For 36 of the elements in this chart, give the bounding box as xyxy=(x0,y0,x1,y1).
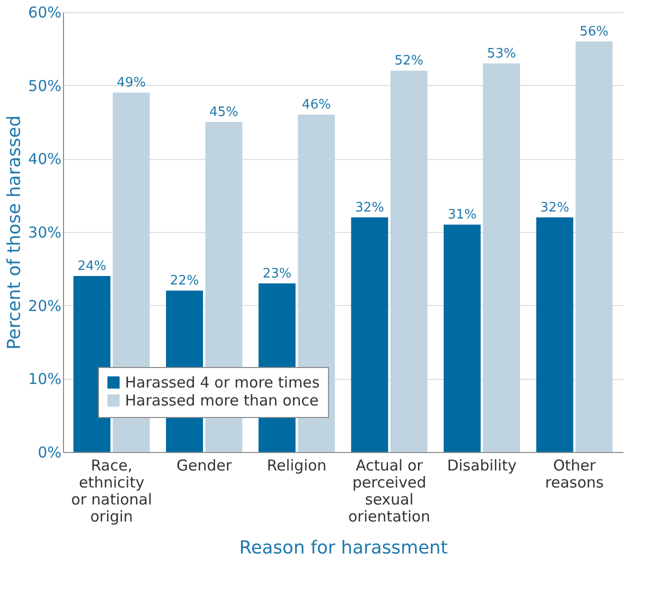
data-label: 45% xyxy=(209,105,238,120)
y-tick-label: 50% xyxy=(28,76,62,95)
y-tick-label: 0% xyxy=(38,444,62,462)
y-tick-label: 60% xyxy=(28,4,62,22)
bar xyxy=(536,217,574,452)
bar xyxy=(351,217,388,452)
y-tick-label: 20% xyxy=(28,296,62,315)
bar xyxy=(576,41,613,452)
x-axis-title: Reason for harassment xyxy=(239,538,448,558)
data-label: 46% xyxy=(302,98,331,113)
legend-label: Harassed 4 or more times xyxy=(125,374,320,392)
data-label: 32% xyxy=(355,200,384,216)
x-tick-label: Gender xyxy=(176,456,233,474)
data-label: 32% xyxy=(540,200,570,216)
bar xyxy=(483,63,520,452)
bar xyxy=(390,70,428,452)
x-tick-label: Other reasons xyxy=(545,456,604,492)
data-label: 22% xyxy=(170,274,199,289)
y-tick-label: 40% xyxy=(28,150,62,168)
data-label: 23% xyxy=(262,266,292,282)
x-tick-label: Actual or perceived sexual orientation xyxy=(348,456,430,526)
data-label: 52% xyxy=(394,54,424,69)
bar xyxy=(444,224,481,452)
x-tick-label: Disability xyxy=(447,456,517,474)
y-tick-label: 10% xyxy=(28,370,62,388)
y-axis-title: Percent of those harassed xyxy=(4,115,26,350)
y-tick-label: 30% xyxy=(28,224,62,242)
data-label: 56% xyxy=(580,24,609,40)
x-tick-label: Race, ethnicity or national origin xyxy=(71,456,152,526)
x-tick-label: Religion xyxy=(266,456,327,474)
data-label: 24% xyxy=(77,259,106,274)
bar xyxy=(73,276,110,452)
data-label: 49% xyxy=(116,76,146,91)
data-label: 53% xyxy=(487,46,516,62)
data-label: 31% xyxy=(448,208,477,223)
legend-label: Harassed more than once xyxy=(125,392,319,410)
